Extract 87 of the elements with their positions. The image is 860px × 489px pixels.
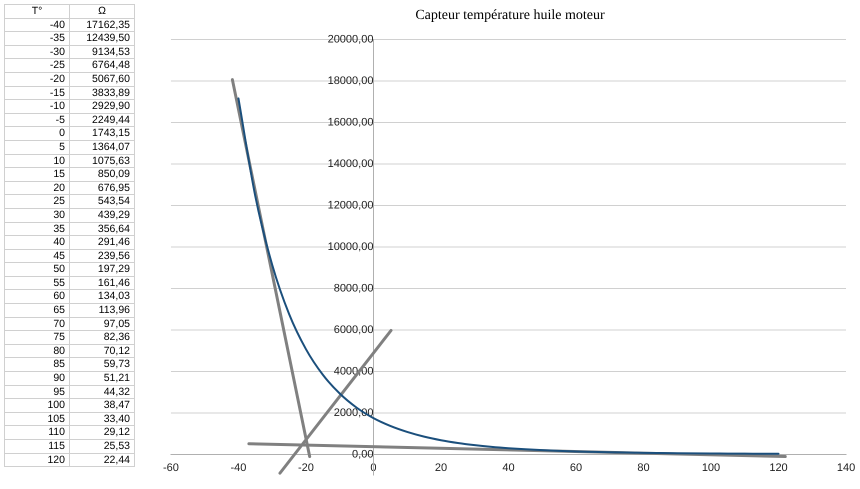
text: 50 (4, 262, 70, 276)
text: 676,95 (70, 181, 134, 195)
text: 439,29 (70, 208, 134, 222)
text: 3833,89 (70, 86, 134, 100)
text: -30 (4, 45, 70, 59)
text: 29,12 (70, 426, 134, 440)
text: 17162,35 (70, 18, 134, 32)
text: 6764,48 (70, 58, 134, 72)
text: 115 (4, 440, 70, 454)
y-tick-label: 0,00 (352, 448, 374, 460)
text: 9134,53 (70, 45, 134, 59)
x-tick-label: -20 (298, 462, 314, 474)
text: 100 (4, 398, 70, 412)
text: 55 (4, 276, 70, 290)
text: 1364,07 (70, 140, 134, 154)
x-tick-label: 80 (637, 462, 650, 474)
y-tick-label: 10000,00 (328, 240, 374, 253)
y-tick-label: 6000,00 (334, 324, 374, 336)
text: 44,32 (70, 385, 134, 399)
text: 105 (4, 412, 70, 426)
x-tick-label: 120 (769, 462, 788, 474)
x-tick-label: -60 (162, 462, 179, 474)
y-tick-label: 20000,00 (328, 34, 374, 46)
text: -35 (4, 32, 70, 46)
text: 0 (4, 126, 70, 140)
x-tick-label: -40 (230, 462, 246, 474)
text: 20 (4, 181, 70, 195)
x-tick-label: 140 (836, 462, 856, 474)
x-tick-label: 100 (702, 462, 720, 474)
text: 239,56 (70, 249, 134, 263)
text: 45 (4, 249, 70, 263)
text: 2929,90 (70, 100, 134, 114)
text: 25 (4, 194, 70, 208)
text: 197,29 (70, 262, 134, 276)
text: -15 (4, 86, 70, 100)
y-tick-label: 12000,00 (328, 200, 374, 212)
text: 161,46 (70, 276, 134, 290)
text: -10 (4, 100, 70, 114)
chart-title: Capteur température huile moteur (414, 8, 606, 24)
text: 134,03 (70, 290, 134, 304)
text: 70 (4, 317, 70, 331)
text: 1075,63 (70, 154, 134, 168)
y-tick-label: 16000,00 (328, 116, 374, 129)
text: 22,44 (70, 453, 134, 467)
text: 65 (4, 304, 70, 318)
text: 356,64 (70, 222, 134, 236)
text: 97,05 (70, 317, 134, 331)
text: 5067,60 (70, 72, 134, 86)
text: 59,73 (70, 358, 134, 372)
text: 15 (4, 168, 70, 182)
text: 1743,15 (70, 126, 134, 140)
text: -40 (4, 18, 70, 32)
text: 80 (4, 344, 70, 358)
text: -5 (4, 113, 70, 127)
text: 25,53 (70, 440, 134, 454)
text: -20 (4, 72, 70, 86)
text: T° (4, 4, 70, 18)
text: 82,36 (70, 330, 134, 344)
text: 51,21 (70, 372, 134, 386)
x-tick-label: 20 (434, 462, 448, 474)
text: 33,40 (70, 412, 134, 426)
text: -25 (4, 58, 70, 72)
text: Ω (70, 4, 134, 18)
text: 35 (4, 222, 70, 236)
text: 30 (4, 208, 70, 222)
text: 40 (4, 236, 70, 250)
text: 850,09 (70, 168, 134, 182)
text: 85 (4, 358, 70, 372)
text: 95 (4, 385, 70, 399)
text: 38,47 (70, 398, 134, 412)
y-tick-label: 8000,00 (334, 282, 374, 294)
text: 10 (4, 154, 70, 168)
text: 543,54 (70, 194, 134, 208)
y-tick-label: 14000,00 (328, 158, 374, 170)
text: 113,96 (70, 304, 134, 318)
text: 110 (4, 426, 70, 440)
text: 12439,50 (70, 32, 134, 46)
text: 60 (4, 290, 70, 304)
text: 5 (4, 140, 70, 154)
text: 75 (4, 330, 70, 344)
text: 291,46 (70, 236, 134, 250)
text: 90 (4, 372, 70, 386)
y-tick-label: 18000,00 (328, 75, 374, 88)
x-tick-label: 40 (502, 462, 515, 474)
x-tick-label: 60 (570, 462, 582, 474)
text: 2249,44 (70, 113, 134, 127)
text: 70,12 (70, 344, 134, 358)
